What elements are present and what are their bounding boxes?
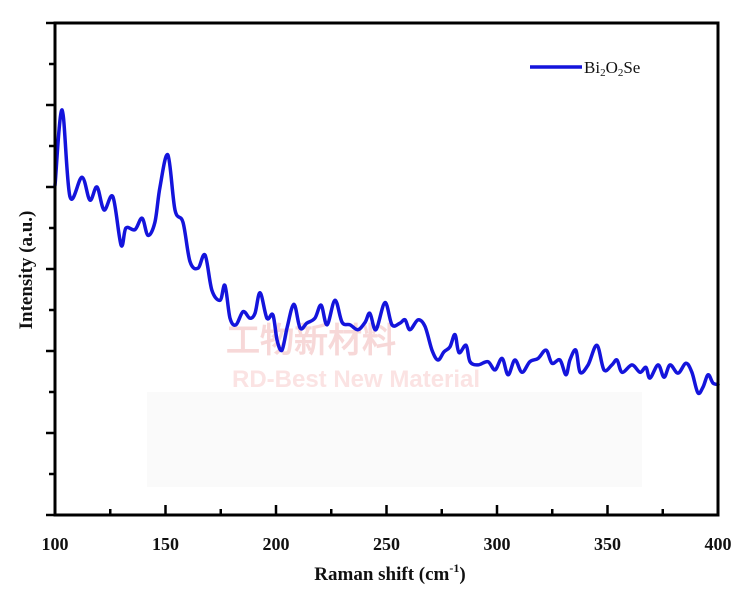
plot-frame [53,21,720,517]
x-tick-label: 300 [484,534,511,554]
x-tick-labels: 100 150 200 250 300 350 400 [42,534,732,554]
watermark-en: RD-Best New Material [232,366,480,393]
watermark-box [147,392,642,487]
watermark: 工物新材料 RD-Best New Material [147,321,642,487]
x-tick-label: 400 [705,534,732,554]
y-axis-title: Intensity (a.u.) [16,211,37,330]
x-tick-label: 100 [42,534,69,554]
x-tick-label: 150 [152,534,179,554]
watermark-cn: 工物新材料 [226,321,396,361]
series-line-bi2o2se [53,108,720,396]
legend: Bi2O2Se [530,58,640,79]
x-tick-label: 350 [594,534,621,554]
x-tick-label: 250 [373,534,400,554]
legend-label: Bi2O2Se [584,58,640,79]
x-axis-title: Raman shift (cm-1) [314,561,465,585]
x-tick-label: 200 [263,534,290,554]
